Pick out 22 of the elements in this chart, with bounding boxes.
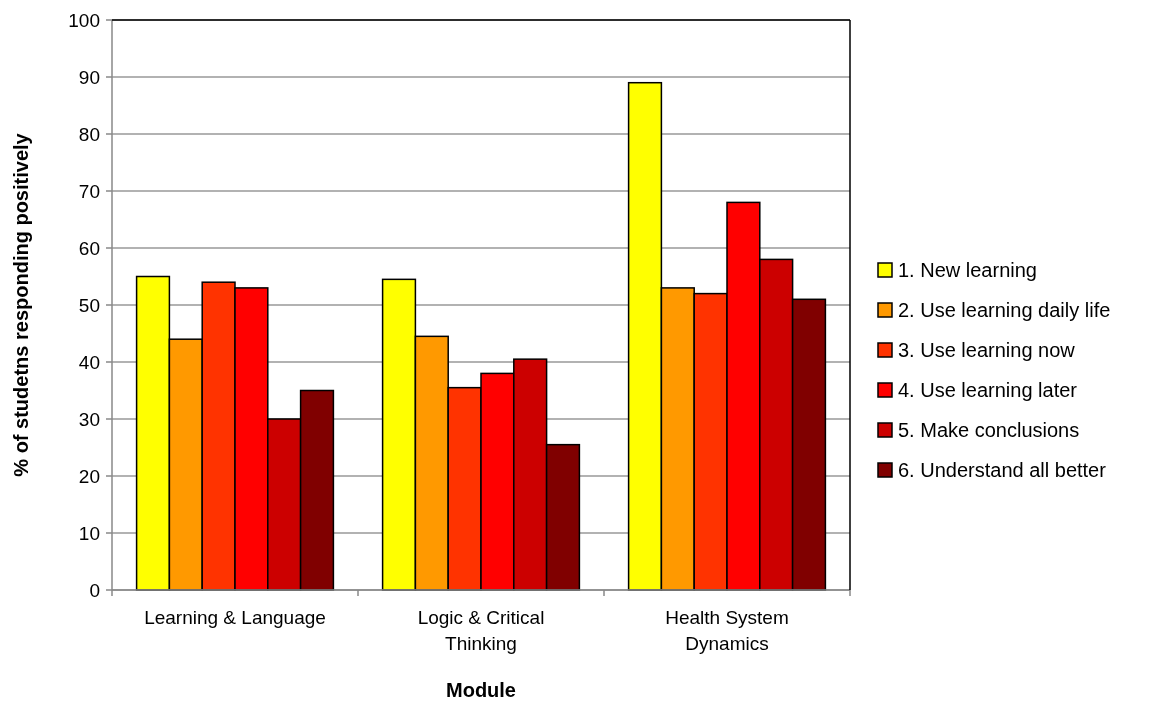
y-tick-label: 70 (78, 180, 100, 202)
legend-label: 6. Understand all better (898, 459, 1107, 481)
y-tick-label: 0 (89, 579, 100, 601)
x-axis-title: Module (446, 679, 516, 701)
y-tick-label: 80 (78, 123, 100, 145)
y-tick-label: 20 (78, 465, 100, 487)
y-tick-label: 100 (68, 9, 100, 31)
y-tick-label: 30 (78, 408, 100, 430)
x-tick-label: Learning & Language (144, 607, 326, 628)
x-tick-label: Logic & Critical Thinking (417, 607, 545, 654)
y-tick-label: 40 (78, 351, 100, 373)
y-tick-label: 90 (78, 66, 100, 88)
legend-label: 2. Use learning daily life (898, 299, 1111, 321)
y-tick-label: 50 (78, 294, 100, 316)
y-tick-label: 10 (78, 522, 100, 544)
x-tick-label: Health System Dynamics (665, 607, 789, 654)
legend-label: 4. Use learning later (898, 379, 1078, 401)
legend-label: 3. Use learning now (898, 339, 1076, 361)
y-axis-title: % of studetns responding positively (10, 132, 32, 477)
legend-label: 1. New learning (898, 259, 1037, 281)
legend-label: 5. Make conclusions (898, 419, 1080, 441)
y-tick-label: 60 (78, 237, 100, 259)
